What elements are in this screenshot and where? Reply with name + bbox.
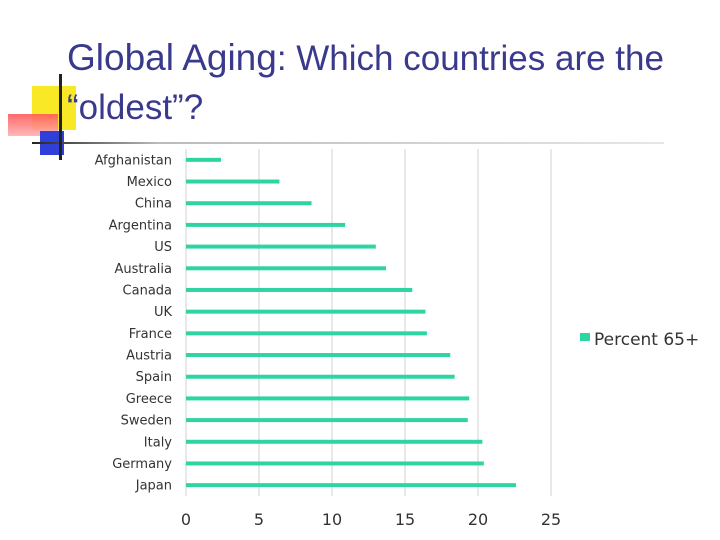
x-tick-label: 15 xyxy=(395,510,415,529)
category-label: Japan xyxy=(135,479,172,494)
category-labels: Afghanistan Mexico China Argentina US Austral… xyxy=(95,153,173,493)
slide-title: Global Aging: Which countries are the “o… xyxy=(67,34,707,132)
bar xyxy=(186,222,346,227)
bar xyxy=(186,396,470,401)
x-tick-label: 20 xyxy=(468,510,488,529)
x-tick-labels: 0 5 10 15 20 25 xyxy=(181,510,561,529)
bar xyxy=(186,374,455,379)
bar xyxy=(186,331,427,336)
legend-label: Percent 65+ xyxy=(594,330,699,350)
x-tick-label: 25 xyxy=(541,510,561,529)
slide-title-sub: : Which countries are the “oldest”? xyxy=(67,39,664,127)
bar xyxy=(186,244,376,249)
category-label: Canada xyxy=(123,283,172,298)
aging-bar-chart: Afghanistan Mexico China Argentina US Austral… xyxy=(95,149,699,529)
legend-swatch xyxy=(580,333,590,341)
x-tick-label: 0 xyxy=(181,510,191,529)
category-label: Spain xyxy=(136,370,172,385)
category-label: Germany xyxy=(112,457,172,472)
slide-title-main: Global Aging xyxy=(67,37,277,78)
decor-horizontal-rule xyxy=(32,142,664,144)
x-tick-label: 5 xyxy=(254,510,264,529)
bar xyxy=(186,201,312,206)
category-label: UK xyxy=(154,305,173,320)
category-label: Argentina xyxy=(109,218,172,233)
bar xyxy=(186,309,426,314)
category-label: US xyxy=(154,240,172,255)
category-label: Greece xyxy=(126,392,172,407)
bar xyxy=(186,266,387,271)
bar xyxy=(186,353,451,358)
category-label: Australia xyxy=(114,262,172,277)
bar xyxy=(186,157,222,162)
bar xyxy=(186,179,280,184)
category-label: China xyxy=(135,197,172,212)
category-label: Afghanistan xyxy=(95,153,172,168)
bar xyxy=(186,483,516,488)
bar xyxy=(186,287,413,292)
bar xyxy=(186,418,468,423)
bar xyxy=(186,461,484,466)
decor-red-bar xyxy=(8,114,58,136)
category-label: Mexico xyxy=(127,175,172,190)
legend: Percent 65+ xyxy=(580,330,699,350)
category-label: Austria xyxy=(126,349,172,364)
chart-bars xyxy=(186,157,516,488)
decor-vertical-rule xyxy=(59,74,62,160)
x-tick-label: 10 xyxy=(322,510,342,529)
bar xyxy=(186,439,483,444)
category-label: France xyxy=(129,327,172,342)
category-label: Italy xyxy=(144,435,173,450)
category-label: Sweden xyxy=(121,414,172,429)
chart-grid xyxy=(185,149,552,496)
